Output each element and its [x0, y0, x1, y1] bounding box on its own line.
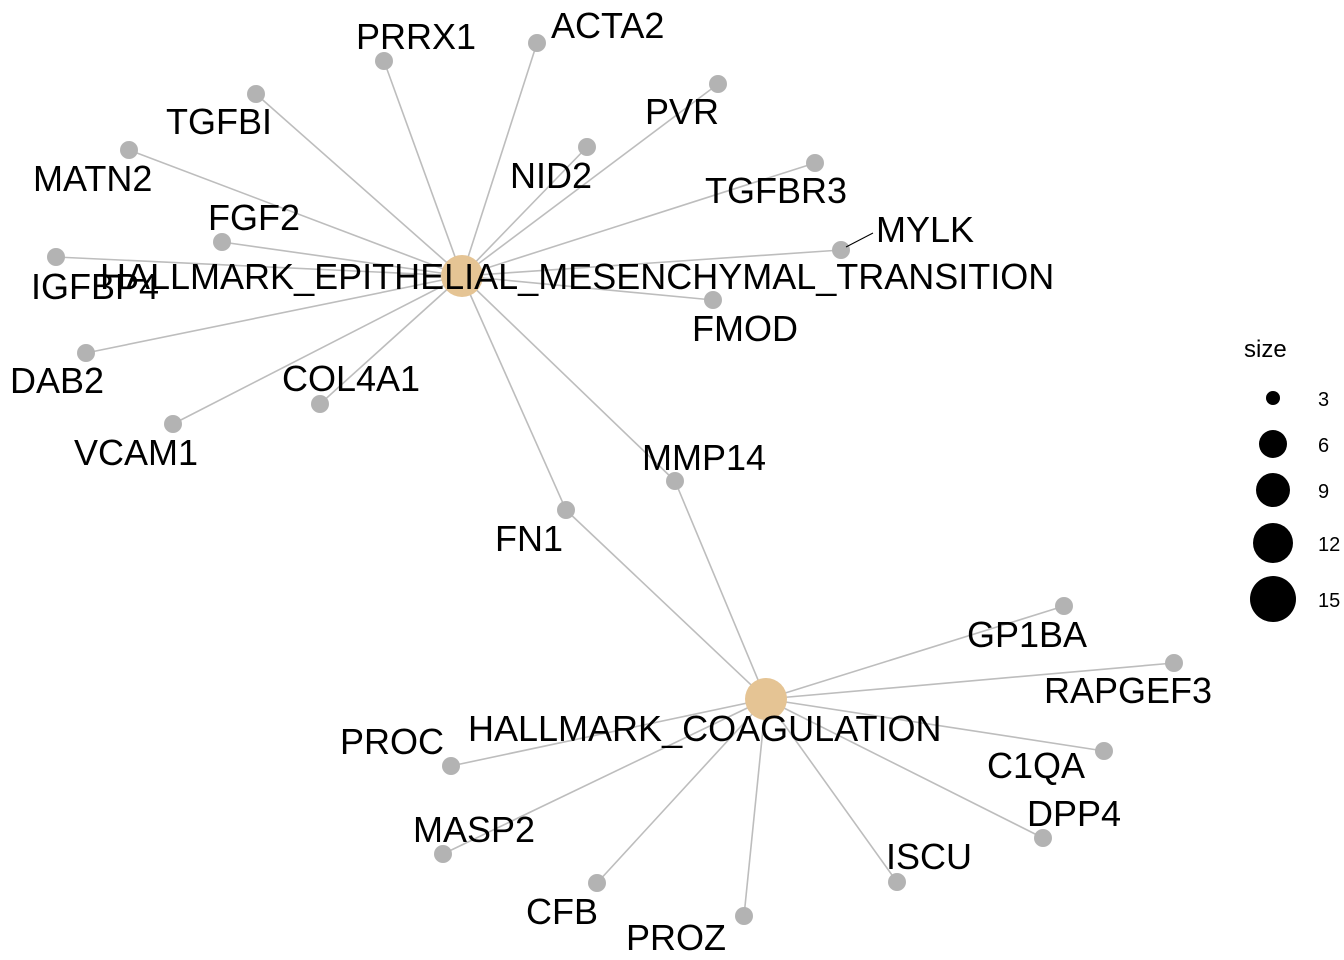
gene-label-tgfbi: TGFBI [166, 101, 272, 142]
edge-vcam1-emt [172, 275, 463, 425]
edge-acta2-emt [461, 42, 538, 277]
gene-label-gp1ba: GP1BA [967, 614, 1087, 655]
edge-nid2-emt [461, 146, 588, 277]
edge-tgfbr3-emt [461, 162, 816, 277]
edge-fmod-emt [461, 275, 714, 301]
gene-node-matn2 [120, 141, 138, 159]
gene-label-cfb: CFB [526, 891, 598, 932]
gene-node-proc [442, 757, 460, 775]
label-leader-mylk [845, 232, 874, 248]
gene-label-iscu: ISCU [886, 836, 972, 877]
gene-node-c1qa [1095, 742, 1113, 760]
gene-label-igfbp4: IGFBP4 [31, 266, 159, 307]
gene-node-cfb [588, 874, 606, 892]
gene-node-mylk [832, 241, 850, 259]
gene-node-tgfbr3 [806, 154, 824, 172]
edge-prrx1-emt [383, 60, 463, 277]
gene-node-proz [735, 907, 753, 925]
gene-node-acta2 [528, 34, 546, 52]
gene-label-nid2: NID2 [510, 155, 592, 196]
edge-fn1-emt [461, 275, 567, 511]
gene-label-proc: PROC [340, 721, 444, 762]
edge-proc-coag [450, 698, 767, 767]
edge-tgfbi-emt [255, 93, 463, 277]
edge-mmp14-coag [674, 480, 767, 700]
edge-rapgef3-coag [765, 662, 1175, 700]
edge-fgf2-emt [221, 241, 463, 277]
gene-node-dpp4 [1034, 829, 1052, 847]
hub-label-emt: HALLMARK_EPITHELIAL_MESENCHYMAL_TRANSITI… [100, 256, 1054, 297]
gene-label-dpp4: DPP4 [1027, 793, 1121, 834]
edge-mylk-emt [461, 249, 842, 277]
gene-label-prrx1: PRRX1 [356, 16, 476, 57]
gene-node-tgfbi [247, 85, 265, 103]
edge-pvr-emt [461, 83, 719, 277]
legend-dot-3 [1266, 391, 1280, 405]
gene-node-vcam1 [164, 415, 182, 433]
edge-dpp4-coag [765, 698, 1044, 839]
gene-label-mmp14: MMP14 [642, 437, 766, 478]
label-layer: PRRX1 ACTA2 PVR TGFBI NID2 MATN2 TGFBR3 FGF2 MYL… [10, 5, 1212, 958]
edge-igfbp4-emt [55, 256, 463, 277]
edge-iscu-coag [765, 698, 898, 883]
gene-label-pvr: PVR [645, 91, 719, 132]
gene-label-dab2: DAB2 [10, 360, 104, 401]
gene-label-col4a1: COL4A1 [282, 358, 420, 399]
hub-node-emt [441, 255, 483, 297]
gene-node-fmod [704, 291, 722, 309]
gene-label-tgfbr3: TGFBR3 [705, 170, 847, 211]
edge-cfb-coag [596, 698, 767, 884]
edge-fn1-coag [565, 509, 767, 700]
gene-node-igfbp4 [47, 248, 65, 266]
node-layer [47, 34, 1183, 925]
gene-label-vcam1: VCAM1 [74, 432, 198, 473]
gene-label-proz: PROZ [626, 917, 726, 958]
legend-label-15: 15 [1318, 590, 1340, 612]
legend-label-12: 12 [1318, 534, 1340, 556]
size-legend: size 3 6 9 12 15 [1244, 336, 1340, 622]
gene-label-fn1: FN1 [495, 518, 563, 559]
edge-c1qa-coag [765, 698, 1105, 752]
edge-layer [55, 42, 1175, 917]
gene-label-c1qa: C1QA [987, 745, 1085, 786]
edge-mmp14-emt [461, 275, 676, 482]
edge-matn2-emt [128, 149, 463, 277]
gene-node-rapgef3 [1165, 654, 1183, 672]
legend-title: size [1244, 336, 1287, 363]
gene-node-pvr [709, 75, 727, 93]
gene-node-mmp14 [666, 472, 684, 490]
gene-node-fgf2 [213, 233, 231, 251]
gene-label-mylk: MYLK [876, 209, 974, 250]
edge-dab2-emt [85, 275, 463, 354]
gene-node-iscu [888, 873, 906, 891]
legend-label-3: 3 [1318, 389, 1329, 411]
gene-node-masp2 [434, 845, 452, 863]
gene-node-gp1ba [1055, 597, 1073, 615]
gene-label-rapgef3: RAPGEF3 [1044, 670, 1212, 711]
gene-node-fn1 [557, 501, 575, 519]
legend-label-6: 6 [1318, 435, 1329, 457]
edge-col4a1-emt [319, 275, 463, 405]
legend-dot-6 [1259, 430, 1287, 458]
legend-dot-9 [1256, 473, 1290, 507]
gene-label-matn2: MATN2 [33, 158, 152, 199]
hub-node-coag [745, 678, 787, 720]
gene-node-dab2 [77, 344, 95, 362]
legend-dot-12 [1253, 523, 1293, 563]
edge-gp1ba-coag [765, 605, 1065, 700]
gene-node-prrx1 [375, 52, 393, 70]
gene-label-acta2: ACTA2 [551, 5, 664, 46]
legend-dot-15 [1250, 576, 1296, 622]
hub-label-coag: HALLMARK_COAGULATION [468, 708, 941, 749]
edge-proz-coag [743, 698, 767, 917]
legend-label-9: 9 [1318, 481, 1329, 503]
gene-label-masp2: MASP2 [413, 809, 535, 850]
edge-masp2-coag [442, 698, 767, 855]
gene-node-col4a1 [311, 395, 329, 413]
gene-label-fgf2: FGF2 [208, 197, 300, 238]
gene-label-fmod: FMOD [692, 308, 798, 349]
gene-node-nid2 [578, 138, 596, 156]
